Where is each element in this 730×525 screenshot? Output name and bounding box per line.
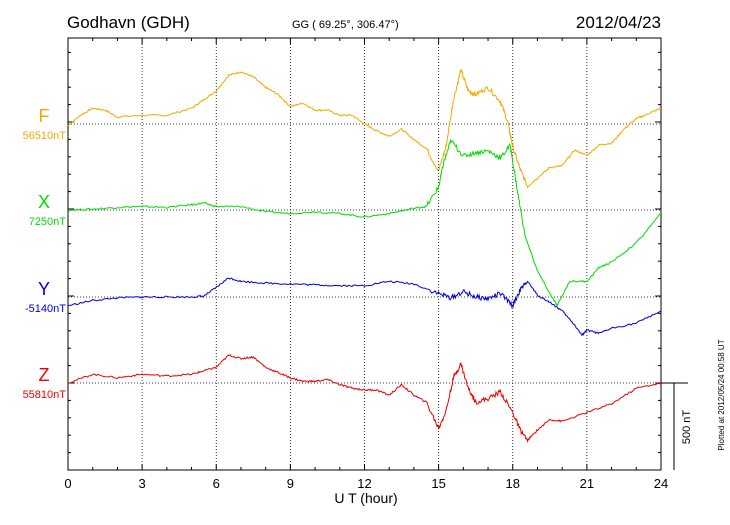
grid-lines [68, 38, 661, 470]
series-line-z [67, 354, 662, 444]
station-title: Godhavn (GDH) [67, 13, 190, 32]
x-tick-label-15: 15 [431, 476, 445, 491]
x-tick-label-12: 12 [357, 476, 371, 491]
x-tick-label-3: 3 [139, 476, 146, 491]
series-name-f: F [39, 106, 50, 126]
series-labels: F 56510nT X 7250nT Y -5140nT Z 55810nT [23, 106, 67, 401]
series-line-x [67, 138, 662, 308]
x-tick-label-18: 18 [506, 476, 520, 491]
station-coords: GG ( 69.25°, 306.47°) [292, 19, 399, 31]
series-layer [67, 69, 662, 444]
scale-bar: 500 nT [661, 382, 693, 470]
plot-date: 2012/04/23 [576, 13, 661, 32]
series-baseline-z: 55810nT [23, 389, 67, 401]
x-tick-label-24: 24 [654, 476, 668, 491]
x-tick-label-0: 0 [64, 476, 71, 491]
scale-bar-label: 500 nT [681, 410, 693, 445]
series-name-x: X [38, 192, 50, 212]
series-name-z: Z [39, 365, 50, 385]
x-tick-label-21: 21 [580, 476, 594, 491]
x-tick-label-9: 9 [287, 476, 294, 491]
axis-ticks: 0 3 6 9 12 15 18 21 24 [64, 38, 668, 491]
series-name-y: Y [38, 279, 50, 299]
plotted-timestamp: Plotted at 2012/05/24 00:58 UT [717, 339, 726, 450]
x-axis-label: U T (hour) [334, 490, 397, 506]
series-baseline-f: 56510nT [23, 130, 67, 142]
series-baseline-x: 7250nT [29, 216, 67, 228]
x-tick-label-6: 6 [213, 476, 220, 491]
series-baseline-y: -5140nT [25, 303, 66, 315]
series-line-y [67, 277, 662, 336]
series-line-f [67, 69, 662, 189]
